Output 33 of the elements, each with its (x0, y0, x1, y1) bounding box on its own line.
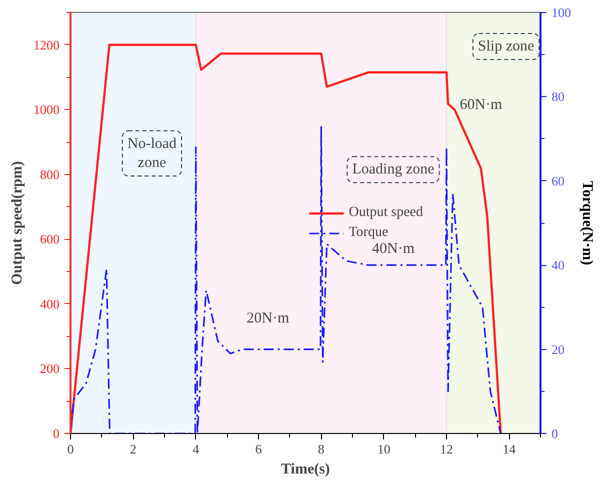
y2-tick-label: 20 (552, 342, 564, 357)
annotation: 20N·m (246, 310, 290, 327)
y-tick-label: 600 (40, 232, 60, 247)
annotation: Slip zone (478, 38, 534, 55)
x-axis-title: Time(s) (281, 462, 330, 478)
annotation: Loading zone (352, 162, 435, 178)
y2-tick-label: 60 (552, 173, 564, 188)
y-axis-title: Output speed(rpm) (10, 161, 26, 285)
x-tick-label: 2 (130, 442, 136, 456)
annotation: 60N·m (460, 96, 503, 113)
y-tick-label: 1000 (34, 102, 60, 118)
y-tick-label: 1200 (34, 37, 60, 52)
x-tick-label: 14 (502, 442, 516, 456)
y-tick-label: 0 (53, 426, 60, 441)
line-series (70, 125, 502, 434)
x-tick-label: 12 (440, 442, 453, 456)
annotation: 40N·m (372, 240, 415, 257)
y2-tick-label: 0 (552, 426, 558, 441)
x-tick-label: 10 (377, 442, 390, 456)
y-tick-label: 200 (40, 361, 60, 376)
y2-tick-label: 40 (552, 258, 564, 273)
x-tick-label: 6 (255, 442, 262, 456)
y2-tick-label: 80 (552, 89, 564, 104)
y-tick-label: 800 (40, 166, 60, 182)
y-tick-label: 400 (40, 296, 60, 312)
x-tick-label: 4 (192, 442, 200, 456)
legend-label: Torque (348, 224, 388, 240)
x-tick-label: 8 (318, 442, 324, 456)
y2-axis-title: Torque(N·m) (579, 180, 595, 266)
y2-tick-label: 100 (552, 5, 571, 20)
x-tick-label: 0 (67, 442, 74, 456)
annotation: No-load zone (127, 136, 178, 171)
legend-label: Output speed (348, 204, 423, 220)
